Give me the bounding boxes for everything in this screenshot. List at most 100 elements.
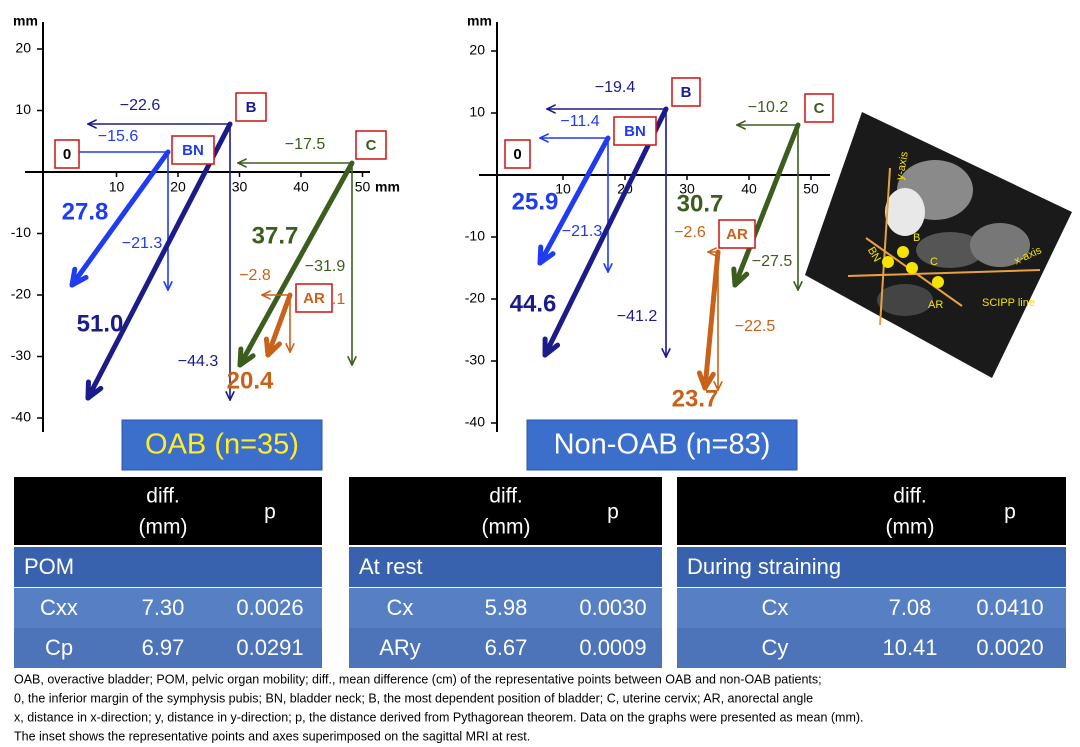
table-cell: 6.97 bbox=[142, 635, 185, 660]
header-p: p bbox=[607, 501, 619, 524]
table-cell: 7.08 bbox=[889, 595, 932, 620]
distance-label: 25.9 bbox=[512, 188, 559, 215]
arrow bbox=[69, 149, 171, 288]
arrow-head bbox=[539, 137, 549, 143]
point-label: 0 bbox=[63, 146, 71, 163]
point-label: AR bbox=[726, 226, 748, 243]
arrow-head bbox=[237, 346, 244, 368]
x-tick-label: 50 bbox=[355, 179, 371, 195]
point-label: BN bbox=[624, 123, 646, 140]
x-tick-label: 30 bbox=[679, 181, 695, 197]
y-tick-label: -40 bbox=[465, 414, 485, 430]
point-label: B bbox=[246, 99, 257, 116]
arrow-head bbox=[263, 336, 271, 358]
point-box bbox=[355, 130, 387, 160]
arrow-head bbox=[661, 348, 667, 358]
table-row bbox=[349, 588, 662, 628]
distance-label: 23.7 bbox=[672, 385, 719, 412]
arrow-head bbox=[87, 119, 97, 125]
table-header bbox=[677, 477, 1066, 545]
header-unit: (mm) bbox=[482, 516, 531, 539]
y-tick-label: -30 bbox=[11, 347, 31, 363]
table-cell: ARy bbox=[379, 635, 421, 660]
y-tick-label: 20 bbox=[15, 40, 31, 56]
component-label: −17.5 bbox=[285, 136, 326, 153]
x-tick-label: 10 bbox=[109, 179, 125, 195]
table-row bbox=[14, 588, 322, 628]
x-tick-label: 30 bbox=[232, 179, 248, 195]
header-unit: (mm) bbox=[886, 516, 935, 539]
component-label: −21.3 bbox=[122, 235, 163, 252]
distance-label: 27.8 bbox=[62, 198, 109, 225]
component-label: −11.4 bbox=[560, 113, 599, 130]
component-label: −21.3 bbox=[562, 223, 603, 240]
distance-label: 20.4 bbox=[227, 367, 274, 394]
component-label: −44.3 bbox=[178, 353, 219, 370]
point-label: C bbox=[814, 100, 825, 117]
arrow bbox=[537, 135, 611, 266]
x-tick-label: 20 bbox=[170, 179, 186, 195]
arrow-head bbox=[736, 120, 746, 126]
table-cell: 5.98 bbox=[485, 595, 528, 620]
arrow-head bbox=[289, 343, 295, 353]
arrow-head bbox=[261, 294, 271, 300]
y-unit: mm bbox=[13, 13, 38, 29]
component-label: −19.4 bbox=[595, 79, 636, 96]
point-label: BN bbox=[182, 142, 204, 159]
point-box bbox=[804, 93, 834, 123]
y-tick-label: -20 bbox=[465, 290, 485, 306]
component-label: −2.8 bbox=[239, 267, 271, 284]
table-header bbox=[14, 477, 322, 545]
inset-point bbox=[897, 246, 909, 258]
group-label-box bbox=[121, 419, 323, 471]
x-tick-label: 50 bbox=[803, 181, 819, 197]
x-tick-label: 40 bbox=[293, 179, 309, 195]
distance-label: 44.6 bbox=[510, 290, 557, 317]
arrow-head bbox=[546, 104, 556, 110]
group-label: Non-OAB (n=83) bbox=[554, 429, 771, 461]
group-label-box bbox=[526, 419, 798, 471]
arrow-head bbox=[607, 263, 613, 273]
y-tick-label: -30 bbox=[465, 352, 485, 368]
footnote-line: OAB, overactive bladder; POM, pelvic org… bbox=[14, 672, 822, 686]
y-tick-label: -20 bbox=[11, 286, 31, 302]
table-cell: Cy bbox=[762, 635, 789, 660]
section-label: At rest bbox=[359, 554, 423, 579]
point-box bbox=[718, 219, 756, 249]
arrow-head bbox=[229, 391, 235, 401]
arrow-head bbox=[351, 356, 357, 366]
point-box bbox=[54, 139, 80, 169]
footnote-line: The inset shows the representative point… bbox=[14, 729, 530, 743]
arrow bbox=[542, 106, 669, 358]
y-tick-label: -10 bbox=[465, 228, 485, 244]
point-box bbox=[235, 92, 267, 122]
table-cell: 0.0020 bbox=[976, 635, 1043, 660]
inset-y-axis bbox=[879, 167, 891, 326]
table-row bbox=[677, 588, 1066, 628]
arrow-head bbox=[797, 281, 803, 291]
inset-label: B bbox=[913, 232, 920, 244]
table-row bbox=[14, 628, 322, 668]
table-row bbox=[677, 628, 1066, 668]
table-cell: 0.0030 bbox=[579, 595, 646, 620]
x-tick-label: 40 bbox=[741, 181, 757, 197]
table-cell: 10.41 bbox=[882, 635, 937, 660]
inset-point bbox=[932, 276, 944, 288]
arrow-head bbox=[167, 281, 173, 291]
table-cell: 7.30 bbox=[142, 595, 185, 620]
component-label: −2.6 bbox=[674, 224, 706, 241]
arrow-head bbox=[237, 158, 247, 164]
footnote-line: x, distance in x-direction; y, distance … bbox=[14, 710, 864, 724]
inset-point bbox=[906, 262, 918, 274]
y-unit: mm bbox=[467, 13, 492, 29]
component-label: −31.9 bbox=[305, 258, 346, 275]
point-box bbox=[171, 135, 215, 165]
distance-label: 51.0 bbox=[77, 310, 124, 337]
group-label: OAB (n=35) bbox=[145, 429, 299, 461]
y-tick-label: 10 bbox=[469, 104, 485, 120]
component-label: −22.5 bbox=[735, 318, 776, 335]
y-tick-label: -40 bbox=[11, 409, 31, 425]
inset-label: C bbox=[930, 256, 938, 268]
